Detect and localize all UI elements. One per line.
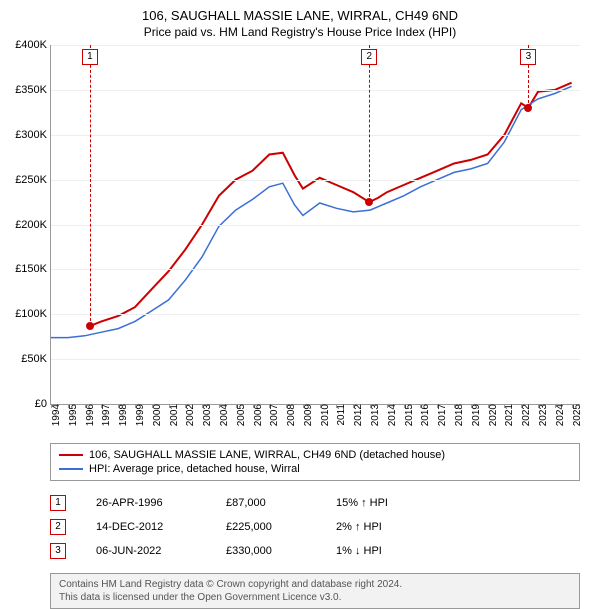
- x-axis-label: 1995: [64, 404, 79, 426]
- x-axis-label: 2024: [551, 404, 566, 426]
- sales-price: £225,000: [226, 521, 306, 533]
- x-axis-label: 2008: [282, 404, 297, 426]
- series-line: [90, 83, 572, 326]
- gridline-h: [51, 45, 580, 46]
- legend: 106, SAUGHALL MASSIE LANE, WIRRAL, CH49 …: [50, 443, 580, 481]
- marker-box: 3: [520, 49, 536, 65]
- gridline-h: [51, 180, 580, 181]
- y-axis-label: £250K: [15, 174, 51, 186]
- y-axis-label: £50K: [21, 353, 51, 365]
- x-axis-label: 1994: [47, 404, 62, 426]
- sales-price: £330,000: [226, 545, 306, 557]
- gridline-h: [51, 359, 580, 360]
- sales-row: 2 14-DEC-2012 £225,000 2% ↑ HPI: [50, 515, 580, 539]
- x-axis-label: 2000: [148, 404, 163, 426]
- chart-subtitle: Price paid vs. HM Land Registry's House …: [0, 23, 600, 45]
- x-axis-label: 2019: [467, 404, 482, 426]
- legend-swatch: [59, 454, 83, 456]
- x-axis-label: 1998: [114, 404, 129, 426]
- footer-attribution: Contains HM Land Registry data © Crown c…: [50, 573, 580, 609]
- x-axis-label: 2013: [366, 404, 381, 426]
- x-axis-label: 2014: [383, 404, 398, 426]
- x-axis-label: 1996: [81, 404, 96, 426]
- series-line: [51, 86, 572, 337]
- sales-row: 3 06-JUN-2022 £330,000 1% ↓ HPI: [50, 539, 580, 563]
- legend-swatch: [59, 468, 83, 470]
- marker-dot: [524, 104, 532, 112]
- x-axis-label: 2015: [400, 404, 415, 426]
- x-axis-label: 2012: [349, 404, 364, 426]
- x-axis-label: 2022: [517, 404, 532, 426]
- y-axis-label: £400K: [15, 39, 51, 51]
- x-axis-label: 2017: [433, 404, 448, 426]
- x-axis-label: 2001: [165, 404, 180, 426]
- marker-box: 2: [361, 49, 377, 65]
- sales-marker-box: 2: [50, 519, 66, 535]
- x-axis-label: 1999: [131, 404, 146, 426]
- footer-line-1: Contains HM Land Registry data © Crown c…: [59, 578, 571, 591]
- x-axis-label: 2010: [316, 404, 331, 426]
- x-axis-label: 2016: [416, 404, 431, 426]
- legend-label: 106, SAUGHALL MASSIE LANE, WIRRAL, CH49 …: [89, 449, 445, 461]
- marker-guideline: [369, 45, 370, 202]
- chart-plot-area: £0£50K£100K£150K£200K£250K£300K£350K£400…: [50, 45, 580, 405]
- sales-pct: 1% ↓ HPI: [336, 545, 426, 557]
- marker-box: 1: [82, 49, 98, 65]
- y-axis-label: £300K: [15, 129, 51, 141]
- sales-date: 26-APR-1996: [96, 497, 196, 509]
- x-axis-label: 2021: [500, 404, 515, 426]
- marker-dot: [365, 198, 373, 206]
- sales-price: £87,000: [226, 497, 306, 509]
- sales-pct: 15% ↑ HPI: [336, 497, 426, 509]
- y-axis-label: £150K: [15, 263, 51, 275]
- chart-container: 106, SAUGHALL MASSIE LANE, WIRRAL, CH49 …: [0, 0, 600, 590]
- legend-label: HPI: Average price, detached house, Wirr…: [89, 463, 300, 475]
- gridline-h: [51, 269, 580, 270]
- chart-title: 106, SAUGHALL MASSIE LANE, WIRRAL, CH49 …: [0, 0, 600, 23]
- x-axis-label: 2011: [332, 404, 347, 426]
- footer-line-2: This data is licensed under the Open Gov…: [59, 591, 571, 604]
- legend-item: HPI: Average price, detached house, Wirr…: [59, 462, 571, 476]
- x-axis-label: 2006: [249, 404, 264, 426]
- gridline-h: [51, 225, 580, 226]
- y-axis-label: £200K: [15, 219, 51, 231]
- marker-dot: [86, 322, 94, 330]
- x-axis-label: 2002: [181, 404, 196, 426]
- x-axis-label: 2025: [568, 404, 583, 426]
- x-axis-label: 2009: [299, 404, 314, 426]
- x-axis-label: 2023: [534, 404, 549, 426]
- y-axis-label: £100K: [15, 308, 51, 320]
- gridline-h: [51, 314, 580, 315]
- sales-marker-box: 3: [50, 543, 66, 559]
- x-axis-label: 1997: [97, 404, 112, 426]
- x-axis-label: 2018: [450, 404, 465, 426]
- sales-marker-box: 1: [50, 495, 66, 511]
- marker-guideline: [90, 45, 91, 326]
- x-axis-label: 2004: [215, 404, 230, 426]
- x-axis-label: 2005: [232, 404, 247, 426]
- sales-pct: 2% ↑ HPI: [336, 521, 426, 533]
- sales-date: 14-DEC-2012: [96, 521, 196, 533]
- gridline-h: [51, 135, 580, 136]
- chart-below: 106, SAUGHALL MASSIE LANE, WIRRAL, CH49 …: [50, 443, 580, 609]
- y-axis-label: £350K: [15, 84, 51, 96]
- sales-date: 06-JUN-2022: [96, 545, 196, 557]
- sales-row: 1 26-APR-1996 £87,000 15% ↑ HPI: [50, 491, 580, 515]
- x-axis-label: 2007: [265, 404, 280, 426]
- x-axis-label: 2003: [198, 404, 213, 426]
- sales-table: 1 26-APR-1996 £87,000 15% ↑ HPI 2 14-DEC-2012…: [50, 491, 580, 563]
- x-axis-label: 2020: [484, 404, 499, 426]
- gridline-h: [51, 90, 580, 91]
- legend-item: 106, SAUGHALL MASSIE LANE, WIRRAL, CH49 …: [59, 448, 571, 462]
